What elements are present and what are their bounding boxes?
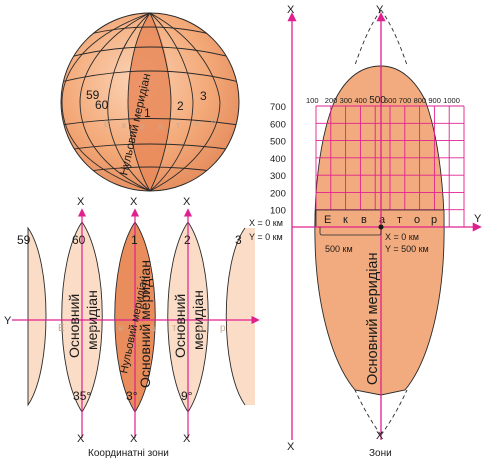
zone-number-1: 1 [131,233,138,247]
zone-center-point [378,224,384,230]
center-label-x: X = 0 км [385,232,419,242]
zones-panel: X X X X X X Y 59 60 1 2 3 Основний мерид… [4,196,260,459]
globe-zone-label-59: 59 [86,88,100,102]
x-tick-label: 600 [384,96,397,105]
globe-zone-label-60: 60 [95,98,109,112]
zone-1-x-label-bottom: X [130,433,138,445]
distance-bracket [319,227,382,236]
detail-meridian-label: Основний меридіан [365,253,381,386]
lens-top-dashed-right [380,9,408,66]
zone-2-degree-value: 9 [181,389,188,403]
zone-1-degree-label: 3° [126,389,138,403]
globe-equator-letter: к [122,120,126,130]
detail-main-x-label-top: Y [376,4,384,16]
detail-equator-letter: т [397,214,402,226]
zone-2-x-label-top: X [183,196,191,208]
detail-main-x-label-bottom: X [376,430,384,442]
detail-false-x-label-top: X [287,4,295,16]
zone-60-degree-label: 35° [73,389,91,403]
x-tick-label: 900 [428,96,441,105]
detail-equator-letter: в [361,214,367,226]
y-tick-label: 500 [270,137,286,148]
zone-59-partial [27,226,47,407]
globe-equator-letter: а [158,121,163,131]
zones-equator-letter: в [118,323,123,334]
y-tick-label: 400 [270,154,286,165]
globe-zone-1 [128,13,171,191]
y-tick-label: 100 [270,206,286,217]
x-tick-label: 1000 [443,96,460,105]
zone-1-degree-value: 3 [126,389,133,403]
x-tick-label: 500 [369,95,386,106]
globe-equator-letter: о [194,118,199,128]
zones-equator-letters: Е к в а т о р [58,323,226,334]
zone-2-meridian-label-line1: Основний [172,294,188,358]
x-tick-label: 800 [414,96,427,105]
zone-2-meridian-label-line2: меридіан [190,290,206,350]
detail-y-label: Y [474,213,482,225]
zones-equator-letter: р [220,323,226,334]
detail-equator-letter: Е [324,214,331,226]
zone-2-x-label-bottom: X [183,433,191,445]
y-tick-label: 200 [270,188,286,199]
globe-zone-label-2: 2 [177,99,184,113]
zone-60-meridian-label-line1: Основний [66,294,82,358]
origin-label-x: X = 0 км [249,218,283,228]
globe-equator-letter: Е [104,119,110,129]
globe-parallels [61,26,239,173]
zone-number-3: 3 [235,233,242,247]
detail-equator-letters: Е к в а т о р [324,214,437,226]
globe-equator-letter: т [176,120,180,130]
detail-equator-letter: о [414,214,420,226]
center-label-y: Y = 500 км [385,244,429,254]
y-tick-label: 700 [270,102,286,113]
x-tick-label: 200 [325,96,338,105]
lens-bottom-dashed-right [380,389,408,436]
zones-equator-letter: а [150,323,156,334]
distance-label: 500 км [325,244,353,254]
detail-caption: Зони [369,448,392,459]
detail-equator-letter: к [343,214,348,226]
globe: 59 60 1 2 3 Нульовий меридіан Е к в а т … [60,12,240,192]
origin-label-y: Y = 0 км [249,232,283,242]
x-tick-label: 700 [399,96,412,105]
zones-equator-letter: о [198,323,204,334]
zone-1-main-meridian-label: Основний меридіан [137,260,153,388]
globe-equator-letter: в [140,121,145,131]
zone-number-2: 2 [184,233,191,247]
globe-meridians [61,13,221,191]
zones-equator-letter: Е [58,323,65,334]
globe-equator-letters: Е к в а т о р [104,116,216,131]
globe-zone-label-1: 1 [144,106,151,120]
globe-equator-letter: р [211,116,216,126]
detail-false-x-label-bottom: X [287,441,295,453]
lens-bottom-dashed-left [354,389,382,436]
detail-equator-letter: р [431,214,437,226]
zone-60-x-label-bottom: X [77,433,85,445]
lens-top-dashed-left [354,9,382,66]
detail-equator-letter: а [379,214,386,226]
x-tick-label: 400 [354,96,367,105]
zone-3-partial [226,228,255,405]
zone-number-59: 59 [17,233,31,247]
globe-zone-label-3: 3 [200,89,207,103]
zone-detail: Е к в а т о р X Y X X Y 7006005004003002… [249,4,482,459]
y-tick-label: 600 [270,119,286,130]
zone-number-60: 60 [72,233,86,247]
detail-y-tick-labels: 700 600 500 400 300 200 100 [270,102,286,217]
zones-equator-letter: т [172,323,177,334]
zone-60-degree-value: 3 [73,389,80,403]
zones-caption: Координатні зони [88,448,169,459]
x-tick-label: 300 [340,96,353,105]
zone-60-meridian-label-line2: меридіан [84,290,100,350]
zone-2-degree-label: 9° [181,389,193,403]
zones-equator-letter: к [90,323,95,334]
zones-y-label: Y [4,315,12,327]
x-tick-label: 100 [306,96,319,105]
zone-60-x-label-top: X [77,196,85,208]
y-tick-label: 300 [270,171,286,182]
zone-1-x-label-top: X [130,196,138,208]
